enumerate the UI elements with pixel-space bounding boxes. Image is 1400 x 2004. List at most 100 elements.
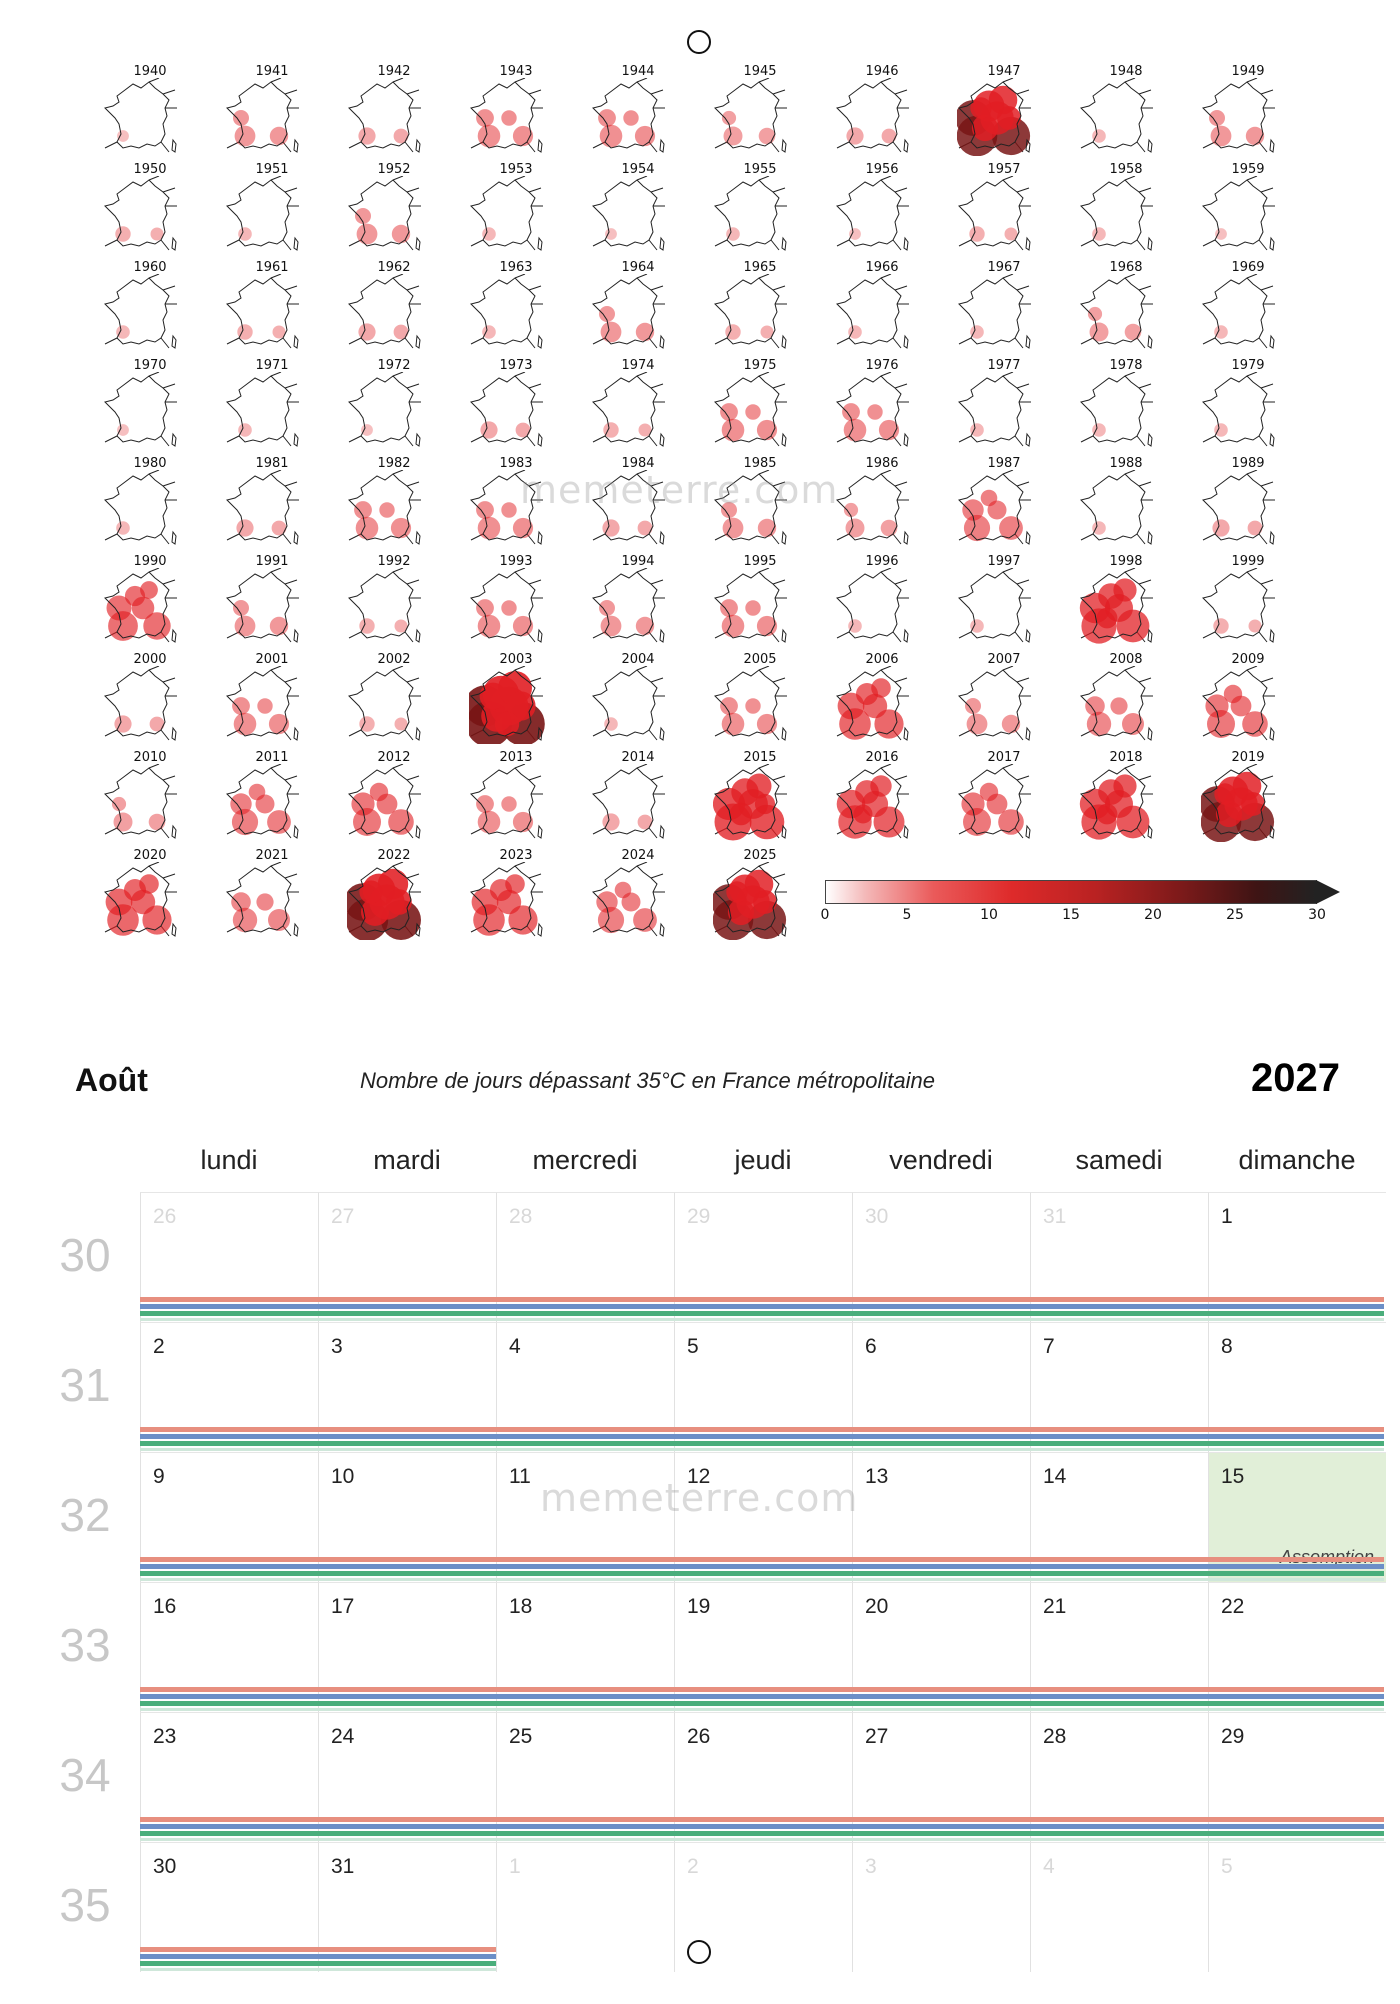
year-label: 1991 [255,554,289,569]
year-map: 2007 [949,652,1059,750]
heat-area [720,403,738,421]
day-cell[interactable]: 10 [318,1452,496,1582]
neighbour-border [1080,372,1153,447]
day-cell[interactable]: 1 [496,1842,674,1972]
year-label: 1973 [499,358,533,373]
day-cell[interactable]: 28 [1030,1712,1208,1842]
france-outline [470,571,536,639]
year-map: 1976 [827,358,937,456]
day-number: 14 [1043,1465,1067,1488]
france-outline [958,669,1024,737]
day-cell[interactable]: 30 [140,1842,318,1972]
year-label: 1993 [499,554,533,569]
weekday-label: lundi [200,1145,258,1175]
day-cell[interactable]: 7 [1030,1322,1208,1452]
heat-area [501,110,517,126]
year-label: 1970 [133,358,167,373]
france-outline [104,767,170,835]
year-label: 1942 [377,64,411,79]
heat-area [637,814,653,830]
year-label: 1953 [499,162,533,177]
france-heat-map [348,764,421,839]
day-cell[interactable]: 28 [496,1192,674,1322]
day-cell[interactable]: 13 [852,1452,1030,1582]
day-cell[interactable]: 26 [140,1192,318,1322]
heat-area [1214,783,1236,805]
france-outline [958,767,1024,835]
day-cell[interactable]: 1 [1208,1192,1386,1322]
day-cell[interactable]: 3 [852,1842,1030,1972]
day-cell[interactable]: 14 [1030,1452,1208,1582]
france-heat-map [713,862,787,940]
day-cell[interactable]: 3 [318,1322,496,1452]
heat-area [1122,713,1144,735]
day-cell[interactable]: 27 [852,1712,1030,1842]
corsica-outline [415,138,421,153]
year-map: 2019 [1193,750,1303,848]
france-outline [958,179,1024,247]
day-number: 17 [331,1595,355,1618]
heat-area [512,615,534,637]
year-label: 1954 [621,162,655,177]
year-map: 2015 [705,750,815,848]
france-heat-map [958,764,1031,839]
day-cell[interactable]: 5 [674,1322,852,1452]
heat-area [1213,618,1229,634]
heat-area [633,908,657,932]
year-label: 1959 [1231,162,1265,177]
day-cell[interactable]: 2 [140,1322,318,1452]
france-heat-map [226,78,299,153]
day-cell[interactable]: 29 [674,1192,852,1322]
corsica-outline [1147,138,1153,153]
france-outline [1202,179,1268,247]
day-cell[interactable]: 27 [318,1192,496,1322]
france-heat-map [348,176,421,251]
france-heat-map [347,862,421,940]
france-outline [470,277,536,345]
heat-area [721,418,745,442]
day-cell[interactable]: 16 [140,1582,318,1712]
year-label: 2002 [377,652,411,667]
day-cell[interactable]: 29 [1208,1712,1386,1842]
day-cell[interactable]: 25 [496,1712,674,1842]
day-cell[interactable]: 4 [496,1322,674,1452]
day-cell[interactable]: 6 [852,1322,1030,1452]
day-cell[interactable]: 22 [1208,1582,1386,1712]
heat-area [501,796,517,812]
corsica-outline [537,726,543,741]
france-heat-map [104,764,177,839]
day-cell[interactable]: 20 [852,1582,1030,1712]
day-cell[interactable]: 17 [318,1582,496,1712]
day-cell[interactable]: 18 [496,1582,674,1712]
france-outline [1202,375,1268,443]
year-label: 1968 [1109,260,1143,275]
year-label: 2016 [865,750,899,765]
day-cell[interactable]: 31 [318,1842,496,1972]
heat-area [232,697,250,715]
stripe-line [140,1968,496,1971]
heat-area [1215,228,1227,240]
neighbour-border [1202,274,1275,349]
weekday-label: jeudi [734,1145,792,1175]
day-cell[interactable]: 21 [1030,1582,1208,1712]
day-cell[interactable]: 5 [1208,1842,1386,1972]
neighbour-border [348,78,421,153]
day-cell[interactable]: 23 [140,1712,318,1842]
neighbour-border [470,764,543,839]
day-cell[interactable]: 24 [318,1712,496,1842]
day-cell[interactable]: 26 [674,1712,852,1842]
day-cell[interactable]: 12 [674,1452,852,1582]
day-cell[interactable]: 8 [1208,1322,1386,1452]
year-map: 1987 [949,456,1059,554]
day-cell[interactable]: 11 [496,1452,674,1582]
day-cell[interactable]: 30 [852,1192,1030,1322]
day-cell[interactable]: 19 [674,1582,852,1712]
day-cell[interactable]: 9 [140,1452,318,1582]
day-cell[interactable]: 2 [674,1842,852,1972]
year-map: 1989 [1193,456,1303,554]
france-outline [226,865,292,933]
heat-area [599,124,623,148]
day-cell[interactable]: 4 [1030,1842,1208,1972]
day-cell[interactable]: 31 [1030,1192,1208,1322]
year-map: 1948 [1071,64,1181,162]
